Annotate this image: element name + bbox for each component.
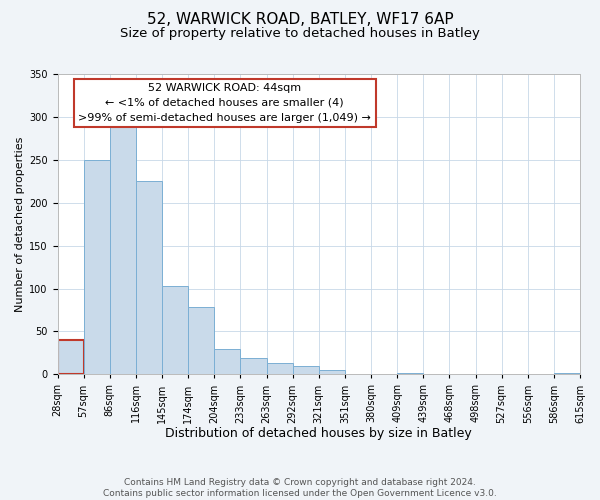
Bar — [241, 358, 266, 374]
Text: Size of property relative to detached houses in Batley: Size of property relative to detached ho… — [120, 28, 480, 40]
Bar — [293, 366, 319, 374]
Bar — [214, 348, 241, 374]
Bar — [162, 286, 188, 374]
Y-axis label: Number of detached properties: Number of detached properties — [15, 136, 25, 312]
Bar — [554, 372, 580, 374]
Bar — [83, 160, 110, 374]
Bar — [319, 370, 345, 374]
Bar — [136, 182, 162, 374]
Bar — [266, 363, 293, 374]
Bar — [110, 126, 136, 374]
Text: 52 WARWICK ROAD: 44sqm
← <1% of detached houses are smaller (4)
>99% of semi-det: 52 WARWICK ROAD: 44sqm ← <1% of detached… — [78, 83, 371, 122]
X-axis label: Distribution of detached houses by size in Batley: Distribution of detached houses by size … — [166, 427, 472, 440]
Bar — [58, 340, 83, 374]
Text: Contains HM Land Registry data © Crown copyright and database right 2024.
Contai: Contains HM Land Registry data © Crown c… — [103, 478, 497, 498]
Bar — [188, 308, 214, 374]
Text: 52, WARWICK ROAD, BATLEY, WF17 6AP: 52, WARWICK ROAD, BATLEY, WF17 6AP — [146, 12, 454, 28]
